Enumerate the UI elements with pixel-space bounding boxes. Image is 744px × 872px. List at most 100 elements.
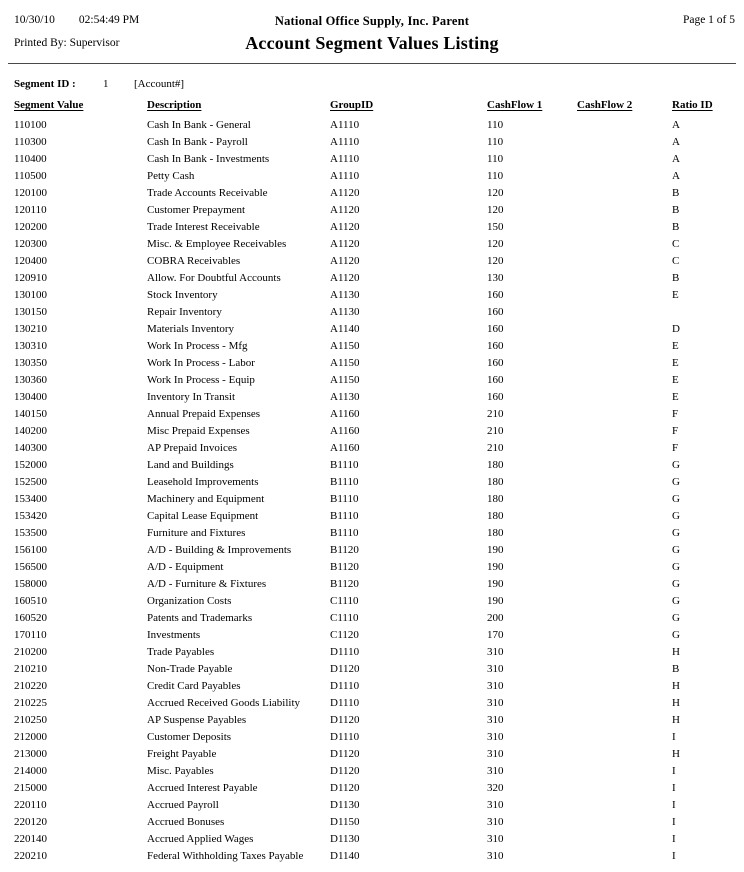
segment-id-label: Segment ID : [14,78,76,90]
table-cell: Customer Deposits [147,731,232,743]
table-cell: I [672,850,676,862]
table-cell: A1160 [330,442,360,454]
table-cell: Misc. Payables [147,765,214,777]
table-cell: 310 [487,816,504,828]
table-cell: 160 [487,306,504,318]
table-cell: A [672,153,680,165]
table-cell: D1110 [330,646,360,658]
table-cell: 213000 [14,748,47,760]
table-cell: 190 [487,544,504,556]
table-cell: G [672,510,680,522]
table-cell: 220140 [14,833,47,845]
table-cell: 310 [487,748,504,760]
table-cell: I [672,799,676,811]
table-cell: Land and Buildings [147,459,234,471]
table-cell [577,542,672,559]
table-cell: 130310 [14,340,47,352]
table-cell [672,304,744,321]
table-cell [577,712,672,729]
table-cell [577,814,672,831]
table-row: 140150 Annual Prepaid Expenses A1160 210 F [0,406,744,423]
table-cell: 200 [487,612,504,624]
table-cell: 160520 [14,612,47,624]
table-row: 140300 AP Prepaid Invoices A1160 210 F [0,440,744,457]
table-cell: A1130 [330,306,360,318]
table-cell: 310 [487,731,504,743]
table-cell: B [672,204,680,216]
table-cell: A1110 [330,170,360,182]
table-cell: 152000 [14,459,47,471]
table-cell [577,474,672,491]
table-cell [577,763,672,780]
column-header: Segment Value [14,99,84,111]
table-row: 220110 Accrued Payroll D1130 310 I [0,797,744,814]
table-cell: C1120 [330,629,359,641]
table-cell: E [672,391,679,403]
table-row: 210225 Accrued Received Goods Liability D1… [0,695,744,712]
table-row: 130310 Work In Process - Mfg A1150 160 E [0,338,744,355]
table-cell: 130150 [14,306,47,318]
table-cell: B1110 [330,476,359,488]
printed-by: Printed By: Supervisor [14,37,120,49]
table-cell [577,389,672,406]
table-cell: Accrued Payroll [147,799,219,811]
table-row: 153500 Furniture and Fixtures B1110 180 G [0,525,744,542]
table-cell: A1120 [330,238,360,250]
table-cell: D1130 [330,799,360,811]
table-cell [577,457,672,474]
table-cell: Misc Prepaid Expenses [147,425,250,437]
table-cell: A1150 [330,340,360,352]
table-row: 160520 Patents and Trademarks C1110 200 G [0,610,744,627]
table-cell [577,219,672,236]
table-cell [577,423,672,440]
table-row: 220140 Accrued Applied Wages D1130 310 I [0,831,744,848]
table-cell [577,627,672,644]
table-cell: Accrued Applied Wages [147,833,254,845]
print-datetime: 10/30/10 02:54:49 PM [14,14,139,26]
table-row: 120110 Customer Prepayment A1120 120 B [0,202,744,219]
table-cell: 160 [487,374,504,386]
table-cell: H [672,697,680,709]
table-cell: 180 [487,527,504,539]
table-row: 210210 Non-Trade Payable D1120 310 B [0,661,744,678]
table-cell: 110 [487,153,504,165]
table-cell: A1150 [330,374,360,386]
table-cell: B1110 [330,510,359,522]
table-cell: I [672,816,676,828]
table-cell: 120300 [14,238,47,250]
table-header-row: Segment Value Description GroupID CashFlow … [0,99,744,116]
page-number: Page 1 of 5 [682,14,735,26]
table-cell [577,746,672,763]
table-cell: 156500 [14,561,47,573]
table-cell: B [672,221,680,233]
table-cell [577,168,672,185]
table-cell: 190 [487,561,504,573]
table-cell: 210250 [14,714,47,726]
table-row: 120300 Misc. & Employee Receivables A1120 1… [0,236,744,253]
table-cell: G [672,493,680,505]
table-cell: 140200 [14,425,47,437]
table-cell: 153420 [14,510,47,522]
table-cell [577,729,672,746]
table-cell: Accrued Received Goods Liability [147,697,301,709]
table-cell: 160 [487,340,504,352]
table-cell: A1120 [330,204,360,216]
table-cell: B1120 [330,561,359,573]
table-cell: 110400 [14,153,47,165]
table-cell: A1110 [330,136,360,148]
table-cell: B1120 [330,578,359,590]
table-cell: G [672,578,680,590]
table-cell: G [672,561,680,573]
table-row: 110500 Petty Cash A1110 110 A [0,168,744,185]
table-cell [577,848,672,865]
report-title: Account Segment Values Listing [245,33,499,53]
table-row: 210220 Credit Card Payables D1110 310 H [0,678,744,695]
table-cell: A [672,136,680,148]
table-cell: 130360 [14,374,47,386]
table-cell: 156100 [14,544,47,556]
table-cell: I [672,765,676,777]
table-cell: A1150 [330,357,360,369]
column-header: CashFlow 2 [577,99,633,111]
print-time: 02:54:49 PM [78,14,140,26]
table-row: 130100 Stock Inventory A1130 160 E [0,287,744,304]
